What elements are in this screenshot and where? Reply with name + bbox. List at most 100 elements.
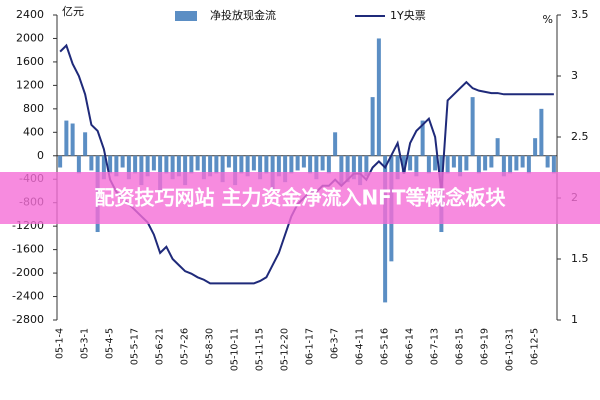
x-tick-label: 06-10-31 — [505, 328, 516, 371]
bar — [89, 155, 94, 171]
bar — [539, 108, 544, 156]
legend-swatch — [175, 11, 197, 21]
y-tick-label: -2800 — [12, 313, 44, 326]
bar — [308, 155, 313, 174]
bar — [408, 155, 413, 171]
x-tick-label: 06-6-14 — [405, 328, 416, 365]
bar — [239, 155, 244, 174]
bar — [70, 123, 75, 156]
x-tick-label: 06-5-16 — [380, 328, 391, 365]
x-tick-label: 05-6-21 — [155, 328, 166, 365]
y-tick-label: -2000 — [12, 266, 44, 279]
bar — [195, 155, 200, 171]
x-tick-label: 05-5-17 — [130, 328, 141, 365]
bar — [58, 155, 63, 168]
bar — [220, 155, 225, 183]
bar — [151, 155, 156, 171]
y2-tick-label: 1 — [571, 313, 578, 326]
bar — [183, 155, 188, 186]
y2-unit: % — [543, 13, 553, 26]
bar — [176, 155, 181, 177]
bar — [358, 155, 363, 186]
bar — [351, 155, 356, 180]
x-tick-label: 05-7-26 — [180, 328, 191, 365]
bar — [108, 155, 113, 174]
y-unit: 亿元 — [62, 5, 84, 18]
bar — [76, 155, 81, 174]
bar — [101, 155, 106, 180]
y-tick-label: 0 — [37, 149, 44, 162]
bar — [139, 155, 144, 186]
bar — [489, 155, 494, 168]
legend-label: 1Y央票 — [390, 9, 426, 22]
bar — [364, 155, 369, 177]
bar — [470, 97, 475, 156]
bar — [245, 155, 250, 177]
y-tick-label: -2400 — [12, 290, 44, 303]
x-tick-label: 06-4-11 — [355, 328, 366, 365]
y-tick-label: 800 — [23, 102, 44, 115]
bar — [126, 155, 131, 180]
bar — [420, 120, 425, 156]
bar — [514, 155, 519, 171]
bar — [233, 155, 238, 186]
bar — [114, 155, 119, 177]
bar — [276, 155, 281, 177]
bar — [520, 155, 525, 168]
bar — [208, 155, 213, 177]
bar — [339, 155, 344, 186]
bar — [545, 155, 550, 168]
x-tick-label: 06-7-13 — [430, 328, 441, 365]
y2-tick-label: 3.5 — [571, 8, 589, 21]
bar — [433, 155, 438, 171]
bar — [464, 155, 469, 171]
bar — [83, 132, 88, 156]
bar — [483, 155, 488, 171]
bar — [120, 155, 125, 168]
x-tick-label: 06-3-7 — [330, 328, 341, 359]
bar — [226, 155, 231, 168]
banner-band — [0, 172, 600, 224]
bar — [301, 155, 306, 168]
bar — [476, 155, 481, 174]
bar — [451, 155, 456, 168]
x-tick-label: 06-9-19 — [480, 328, 491, 365]
bar — [383, 155, 388, 303]
y2-tick-label: 1.5 — [571, 252, 589, 265]
banner-text: 配资技巧网站 主力资金净流入NFT等概念板块 — [94, 186, 506, 210]
bar — [345, 155, 350, 183]
y-tick-label: 400 — [23, 125, 44, 138]
bar — [508, 155, 513, 174]
bar — [64, 120, 69, 156]
bar — [214, 155, 219, 174]
bar — [376, 38, 381, 156]
bar — [526, 155, 531, 174]
bar — [189, 155, 194, 174]
x-tick-label: 05-3-1 — [80, 328, 91, 359]
bar — [370, 97, 375, 156]
bar — [326, 155, 331, 174]
bar — [164, 155, 169, 174]
x-tick-label: 05-4-5 — [105, 328, 116, 359]
bar — [258, 155, 263, 180]
bar — [314, 155, 319, 180]
x-tick-label: 06-8-15 — [455, 328, 466, 365]
bar — [264, 155, 269, 174]
bar — [133, 155, 138, 174]
y-tick-label: 2000 — [16, 31, 44, 44]
x-tick-label: 05-1-4 — [55, 328, 66, 359]
bar — [295, 155, 300, 171]
bar — [445, 155, 450, 174]
bar — [145, 155, 150, 177]
x-tick-label: 05-11-15 — [255, 328, 266, 371]
x-tick-label: 06-1-17 — [305, 328, 316, 365]
bar — [201, 155, 206, 180]
bar — [320, 155, 325, 171]
y-tick-label: -1600 — [12, 243, 44, 256]
bar — [283, 155, 288, 183]
x-tick-label: 05-12-20 — [280, 328, 291, 371]
bar — [289, 155, 294, 174]
bar — [414, 155, 419, 177]
